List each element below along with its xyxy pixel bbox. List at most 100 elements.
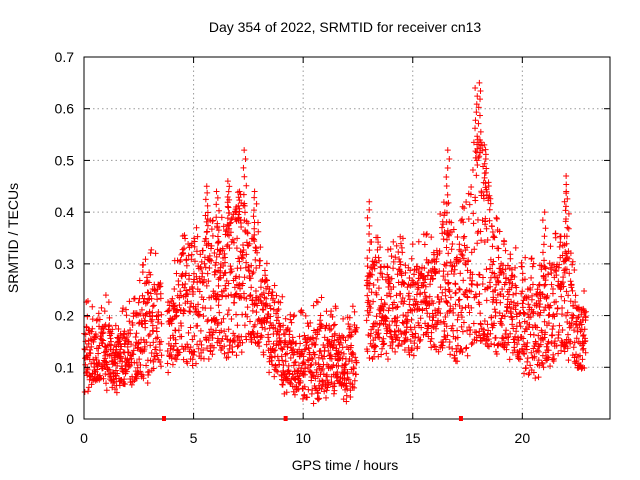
data-point <box>371 342 378 349</box>
data-point <box>116 382 123 389</box>
data-point <box>241 173 248 180</box>
data-point <box>157 359 164 366</box>
data-point <box>408 316 415 323</box>
data-point <box>487 265 494 272</box>
data-point <box>490 233 497 240</box>
data-point <box>381 301 388 308</box>
data-point <box>513 284 520 291</box>
data-point <box>501 238 508 245</box>
data-point <box>259 306 266 313</box>
data-point <box>224 231 231 238</box>
data-point <box>539 360 546 367</box>
data-point <box>444 191 451 198</box>
data-point <box>253 309 260 316</box>
data-point <box>502 247 509 254</box>
data-point <box>411 324 418 331</box>
data-point <box>383 330 390 337</box>
data-point <box>541 264 548 271</box>
data-point <box>215 207 222 214</box>
data-point <box>568 322 575 329</box>
data-point <box>239 280 246 287</box>
data-point <box>474 93 481 100</box>
data-point <box>346 314 353 321</box>
data-point <box>505 333 512 340</box>
data-point <box>337 339 344 346</box>
data-point <box>517 323 524 330</box>
data-point <box>509 321 516 328</box>
data-point <box>430 300 437 307</box>
data-point <box>106 322 113 329</box>
data-point <box>450 305 457 312</box>
data-point <box>478 237 485 244</box>
data-point <box>345 376 352 383</box>
data-point <box>477 310 484 317</box>
data-point <box>437 284 444 291</box>
data-point <box>476 79 483 86</box>
data-point <box>500 293 507 300</box>
data-point <box>235 202 242 209</box>
data-point <box>138 306 145 313</box>
data-point <box>537 309 544 316</box>
data-point <box>401 347 408 354</box>
data-point <box>285 362 292 369</box>
data-point <box>365 312 372 319</box>
data-point <box>220 315 227 322</box>
data-point <box>216 309 223 316</box>
data-point <box>191 243 198 250</box>
data-point <box>279 357 286 364</box>
data-point <box>93 317 100 324</box>
data-point <box>555 278 562 285</box>
data-point <box>405 290 412 297</box>
data-point <box>483 188 490 195</box>
data-point <box>344 374 351 381</box>
data-point <box>172 340 179 347</box>
data-point <box>224 241 231 248</box>
data-point <box>134 345 141 352</box>
data-point <box>103 387 110 394</box>
data-point <box>553 310 560 317</box>
data-point <box>183 287 190 294</box>
data-point <box>111 378 118 385</box>
data-point <box>184 360 191 367</box>
data-point <box>236 274 243 281</box>
data-point <box>197 338 204 345</box>
data-point <box>487 283 494 290</box>
data-point <box>490 258 497 265</box>
data-point <box>538 262 545 269</box>
data-point <box>367 305 374 312</box>
data-point <box>469 339 476 346</box>
data-point <box>149 309 156 316</box>
data-point <box>150 365 157 372</box>
data-point <box>225 326 232 333</box>
data-point <box>519 288 526 295</box>
data-point <box>473 157 480 164</box>
data-point <box>84 297 91 304</box>
data-point <box>542 281 549 288</box>
data-point <box>244 230 251 237</box>
data-point <box>418 324 425 331</box>
data-point <box>88 373 95 380</box>
data-point <box>228 268 235 275</box>
data-point <box>564 195 571 202</box>
data-point <box>532 339 539 346</box>
data-point <box>265 290 272 297</box>
data-point <box>265 331 272 338</box>
data-point <box>556 322 563 329</box>
data-point <box>215 227 222 234</box>
data-point <box>237 285 244 292</box>
data-point <box>545 338 552 345</box>
data-point <box>437 310 444 317</box>
data-point <box>489 261 496 268</box>
data-point <box>199 270 206 277</box>
data-point <box>464 352 471 359</box>
data-point <box>366 285 373 292</box>
data-point <box>548 281 555 288</box>
data-point <box>524 358 531 365</box>
data-point <box>536 303 543 310</box>
data-point <box>496 228 503 235</box>
data-point <box>477 145 484 152</box>
axis-markers <box>161 416 463 421</box>
data-point <box>157 290 164 297</box>
data-point <box>562 218 569 225</box>
data-point <box>396 256 403 263</box>
